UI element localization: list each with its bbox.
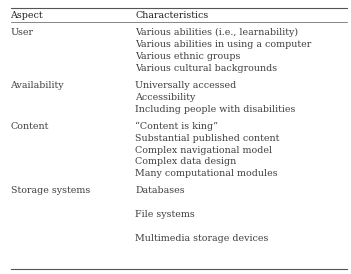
Text: File systems: File systems — [135, 210, 195, 219]
Text: Multimedia storage devices: Multimedia storage devices — [135, 234, 269, 243]
Text: Content: Content — [11, 122, 49, 131]
Text: Complex data design: Complex data design — [135, 158, 236, 166]
Text: Characteristics: Characteristics — [135, 11, 208, 19]
Text: Storage systems: Storage systems — [11, 186, 90, 195]
Text: Availability: Availability — [11, 81, 64, 90]
Text: Accessibility: Accessibility — [135, 93, 196, 102]
Text: “Content is king”: “Content is king” — [135, 121, 218, 131]
Text: Various abilities in using a computer: Various abilities in using a computer — [135, 40, 311, 49]
Text: Complex navigational model: Complex navigational model — [135, 145, 272, 155]
Text: Various ethnic groups: Various ethnic groups — [135, 52, 240, 61]
Text: Aspect: Aspect — [11, 11, 43, 19]
Text: User: User — [11, 28, 34, 37]
Text: Substantial published content: Substantial published content — [135, 134, 279, 142]
Text: Many computational modules: Many computational modules — [135, 169, 278, 178]
Text: Universally accessed: Universally accessed — [135, 81, 236, 90]
Text: Various abilities (i.e., learnability): Various abilities (i.e., learnability) — [135, 28, 298, 38]
Text: Including people with disabilities: Including people with disabilities — [135, 105, 296, 114]
Text: Various cultural backgrounds: Various cultural backgrounds — [135, 64, 277, 73]
Text: Databases: Databases — [135, 186, 185, 195]
